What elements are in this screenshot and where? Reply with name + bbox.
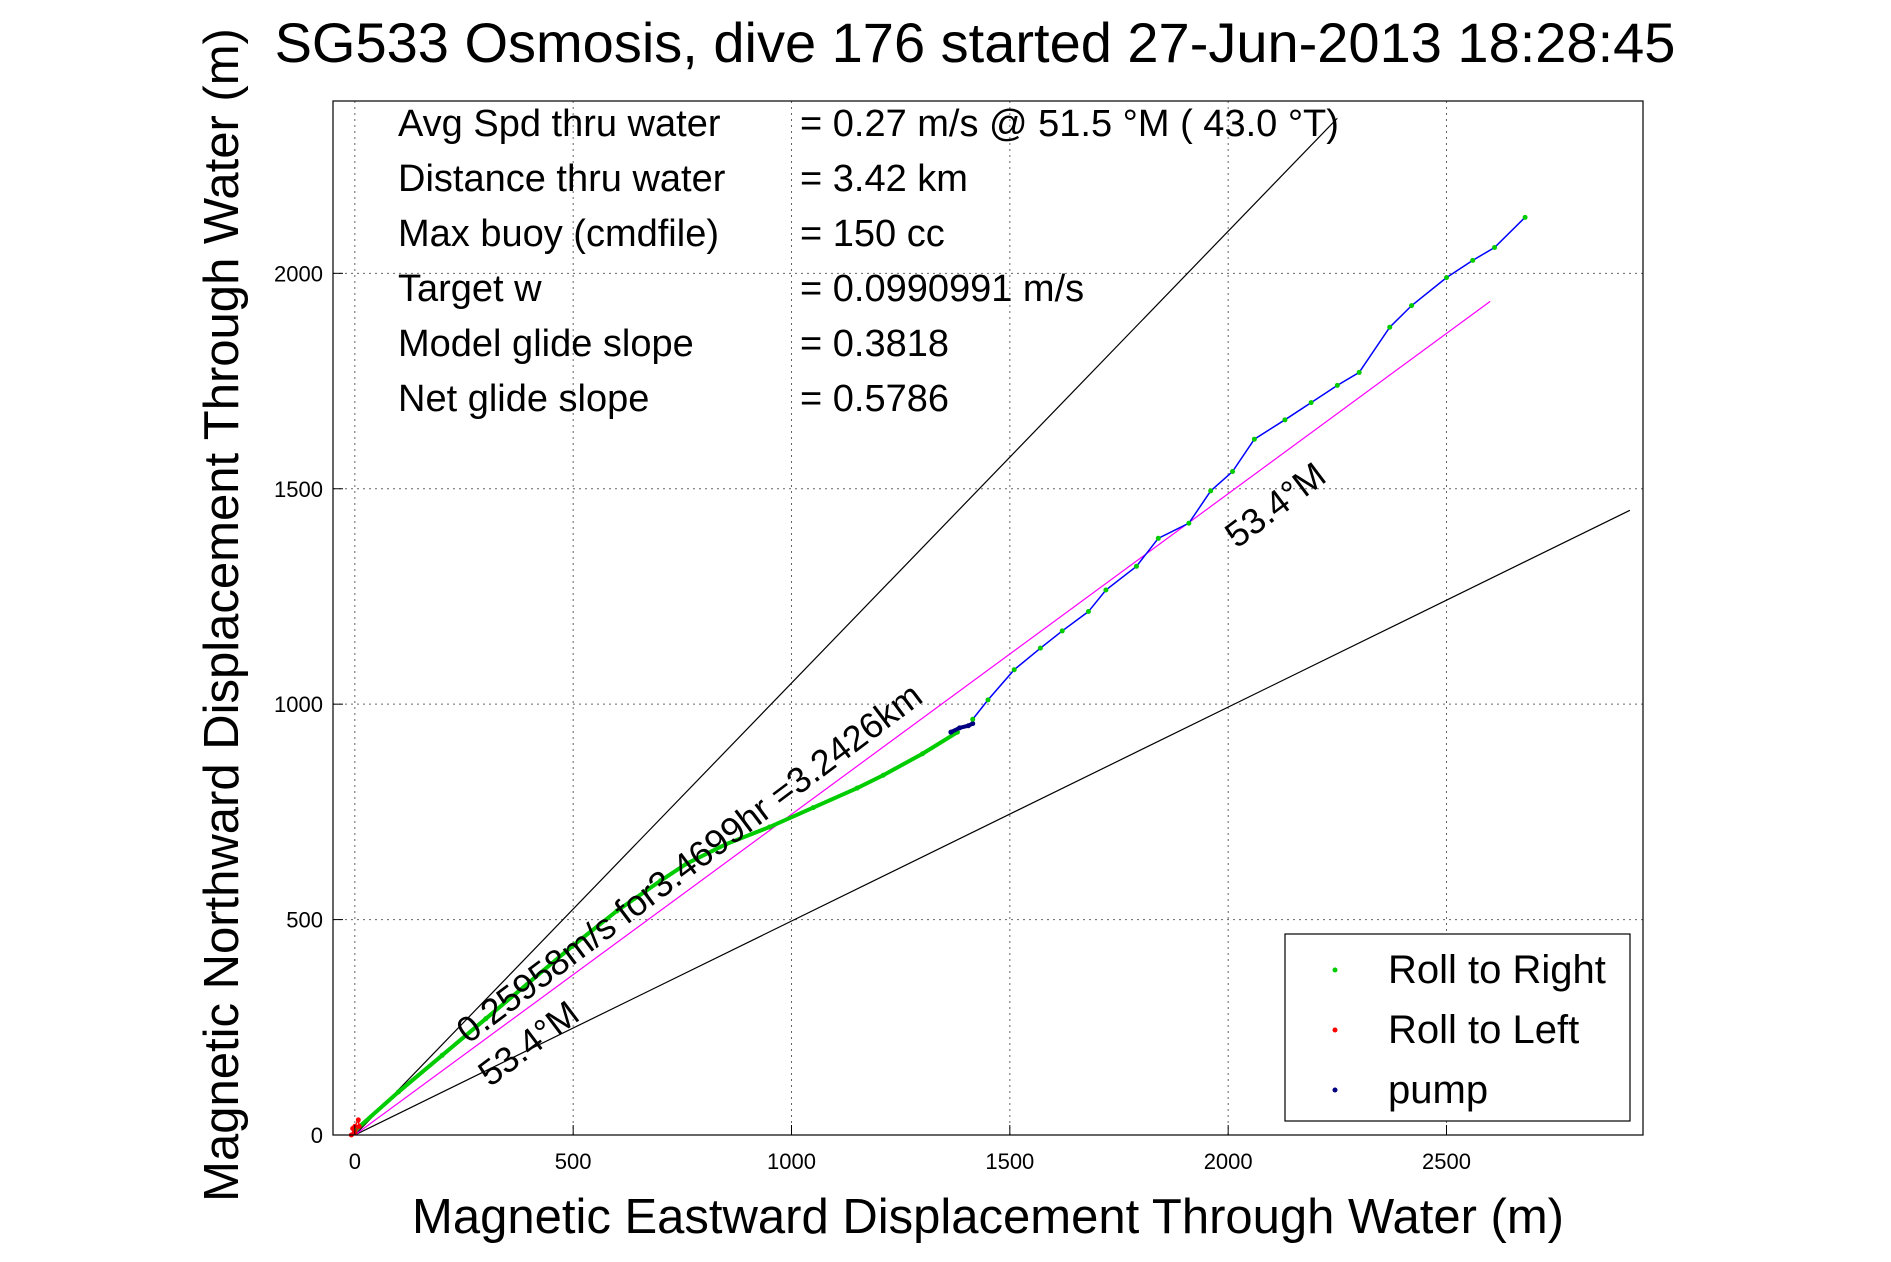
y-tick-label: 500 — [286, 908, 323, 933]
data-point — [483, 1016, 489, 1022]
data-point — [1470, 257, 1476, 263]
stat-label: Model glide slope — [398, 323, 694, 365]
data-point — [356, 1123, 362, 1129]
stat-value: = 150 cc — [800, 213, 945, 255]
data-point — [920, 751, 925, 757]
data-point — [439, 1052, 445, 1058]
data-point — [1356, 369, 1362, 375]
stat-value: = 3.42 km — [800, 158, 968, 200]
stat-label: Max buoy (cmdfile) — [398, 213, 719, 255]
stat-label: Target w — [398, 268, 542, 310]
data-point — [985, 697, 991, 703]
data-point — [1037, 645, 1043, 651]
data-point — [970, 721, 976, 727]
x-tick-label: 1500 — [985, 1149, 1034, 1174]
data-point — [527, 979, 532, 985]
x-axis-label: Magnetic Eastward Displacement Through W… — [412, 1190, 1564, 1244]
data-point — [396, 1089, 401, 1095]
plot-frame — [332, 100, 1644, 1136]
reference-lines — [354, 117, 1631, 1136]
x-tick-label: 2000 — [1204, 1149, 1253, 1174]
legend-marker — [1332, 1027, 1338, 1033]
data-point — [355, 1117, 361, 1123]
data-point — [1155, 535, 1161, 541]
data-point — [957, 725, 963, 731]
y-axis-label: Magnetic Northward Displacement Through … — [195, 28, 249, 1202]
y-tick-label: 1000 — [274, 692, 323, 717]
data-point — [1059, 628, 1065, 634]
data-point — [965, 723, 971, 729]
stat-value: = 0.5786 — [800, 378, 949, 420]
data-point — [880, 772, 886, 778]
data-point — [350, 1126, 356, 1132]
data-point — [948, 729, 954, 735]
data-point — [1409, 303, 1415, 309]
stat-value: = 0.27 m/s @ 51.5 °M ( 43.0 °T) — [800, 103, 1339, 145]
legend-box — [1284, 933, 1631, 1122]
stat-label: Distance thru water — [398, 158, 726, 200]
data-point — [1230, 469, 1236, 475]
axis-ticks: 0 500 1000 1500 2000 2500 0 500 1000 1500 2000 — [274, 261, 1471, 1174]
data-point — [767, 824, 773, 830]
x-tick-label: 2500 — [1422, 1149, 1471, 1174]
reference-line — [354, 117, 1338, 1136]
x-tick-label: 0 — [349, 1149, 361, 1174]
data-point — [1133, 563, 1139, 569]
legend-marker — [1332, 967, 1338, 973]
y-tick-label: 0 — [311, 1123, 323, 1148]
data-point — [1387, 324, 1393, 330]
y-tick-label: 2000 — [274, 261, 323, 286]
x-tick-label: 1000 — [767, 1149, 816, 1174]
stat-label: Avg Spd thru water — [398, 103, 721, 145]
reference-line — [354, 509, 1631, 1136]
x-tick-label: 500 — [555, 1149, 592, 1174]
data-point — [1308, 400, 1314, 406]
data-point — [970, 716, 976, 722]
stat-value: = 0.3818 — [800, 323, 949, 365]
data-point — [854, 785, 860, 791]
data-point — [1444, 275, 1449, 281]
data-point — [1011, 667, 1017, 673]
data-point — [1522, 214, 1528, 220]
legend-label: Roll to Right — [1388, 948, 1606, 992]
data-point — [684, 861, 690, 867]
legend-label: Roll to Left — [1388, 1008, 1579, 1052]
data-point — [570, 942, 576, 948]
data-point — [1208, 488, 1214, 494]
data-series — [348, 214, 1528, 1138]
data-point — [1492, 244, 1498, 250]
data-point — [1103, 587, 1109, 593]
legend: Roll to Right Roll to Left pump — [1284, 933, 1631, 1122]
data-point — [658, 878, 663, 884]
data-point — [810, 805, 816, 811]
stat-label: Net glide slope — [398, 378, 649, 420]
series-line — [353, 730, 959, 1133]
data-point — [1282, 417, 1288, 423]
data-point — [723, 841, 729, 847]
chart-title: SG533 Osmosis, dive 176 started 27-Jun-2… — [275, 11, 1676, 74]
reference-line — [354, 300, 1491, 1136]
data-point — [1251, 436, 1257, 442]
legend-marker — [1332, 1087, 1338, 1093]
stats-block: Avg Spd thru water = 0.27 m/s @ 51.5 °M (… — [398, 103, 1339, 420]
legend-label: pump — [1388, 1068, 1488, 1112]
stat-value: = 0.0990991 m/s — [800, 268, 1084, 310]
data-point — [614, 908, 620, 914]
data-point — [1186, 520, 1192, 526]
data-point — [1085, 609, 1091, 615]
y-tick-label: 1500 — [274, 477, 323, 502]
data-point — [1334, 382, 1340, 388]
